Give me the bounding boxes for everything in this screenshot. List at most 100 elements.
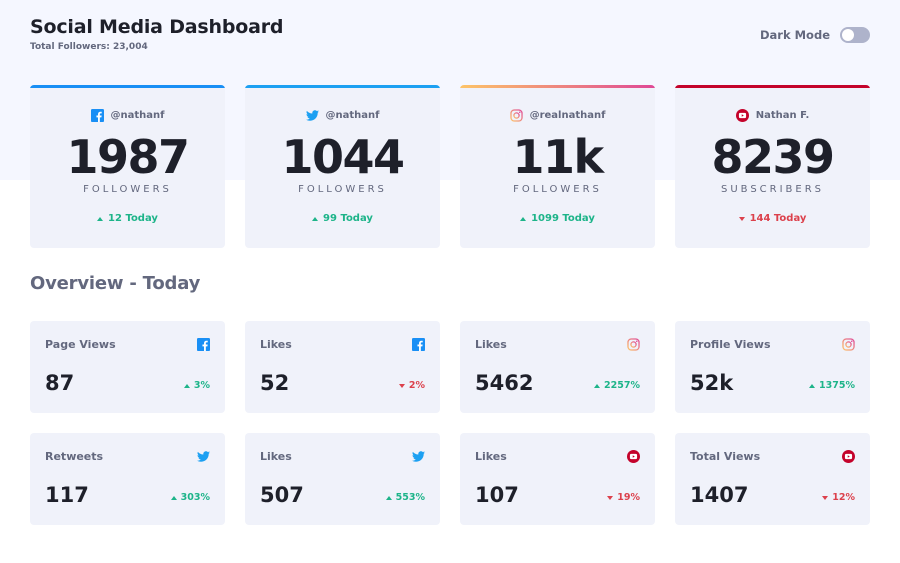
follower-count: 1987 [66,130,190,184]
metric-value: 52k [690,371,734,395]
card-handle: @nathanf [245,108,440,122]
count-unit: FOLLOWERS [513,184,602,195]
metric-change: 3% [183,380,210,391]
card-accent-bar [245,85,440,88]
arrow-up-icon [97,216,104,221]
twitter-icon [412,451,425,462]
today-change: 99 Today [245,213,440,224]
instagram-icon [627,338,640,351]
facebook-icon [412,338,425,351]
handle-text: @nathanf [110,109,165,121]
metric-change-text: 2257% [604,380,640,391]
handle-text: @realnathanf [529,109,606,121]
metric-label: Page Views [45,338,116,351]
twitter-icon [305,109,319,121]
metric-change: 19% [607,492,640,503]
today-change: 12 Today [30,213,225,224]
follower-count: 11k [512,130,604,184]
overview-card[interactable]: Likes 5462 2257% [460,321,655,413]
metric-value: 87 [45,371,75,395]
count-unit: FOLLOWERS [298,184,387,195]
metric-value: 107 [475,483,519,507]
dark-mode-control: Dark Mode [760,27,870,43]
metric-change-text: 553% [395,492,425,503]
metric-change-text: 3% [193,380,210,391]
metric-change-text: 12% [832,492,855,503]
arrow-up-icon [520,216,527,221]
overview-card[interactable]: Retweets 117 303% [30,433,225,525]
metric-value: 507 [260,483,304,507]
page-title: Social Media Dashboard [30,16,284,38]
overview-card[interactable]: Page Views 87 3% [30,321,225,413]
metric-change: 1375% [809,380,855,391]
metric-value: 52 [260,371,290,395]
arrow-up-icon [594,383,601,388]
today-change-text: 144 Today [749,213,807,224]
card-handle: Nathan F. [675,108,870,122]
metric-change-text: 1375% [819,380,855,391]
follower-cards: @nathanf 1987 FOLLOWERS 12 Today @nathan… [30,85,870,248]
subscriber-count: 8239 [711,130,835,184]
facebook-icon [197,338,210,351]
card-instagram[interactable]: @realnathanf 11k FOLLOWERS 1099 Today [460,85,655,248]
handle-text: Nathan F. [755,109,810,121]
toggle-knob [842,29,854,41]
metric-label: Likes [260,338,292,351]
overview-title: Overview - Today [30,273,201,294]
today-change: 1099 Today [460,213,655,224]
metric-value: 5462 [475,371,534,395]
count-unit: FOLLOWERS [83,184,172,195]
count-unit: SUBSCRIBERS [720,184,825,195]
overview-card[interactable]: Total Views 1407 12% [675,433,870,525]
instagram-icon [509,108,523,122]
metric-label: Likes [475,450,507,463]
arrow-up-icon [809,383,816,388]
card-accent-bar [460,85,655,88]
overview-card[interactable]: Likes 52 2% [245,321,440,413]
facebook-icon [90,108,104,122]
card-accent-bar [675,85,870,88]
metric-change: 303% [170,492,210,503]
arrow-down-icon [822,495,829,500]
arrow-down-icon [738,216,745,221]
arrow-up-icon [170,495,177,500]
header: Social Media Dashboard Total Followers: … [30,15,870,65]
total-followers: Total Followers: 23,004 [30,42,148,52]
metric-value: 1407 [690,483,749,507]
dark-mode-label: Dark Mode [759,28,830,42]
youtube-icon [627,450,640,463]
overview-card[interactable]: Profile Views 52k 1375% [675,321,870,413]
dark-mode-toggle[interactable] [840,27,870,43]
metric-label: Likes [475,338,507,351]
overview-card[interactable]: Likes 507 553% [245,433,440,525]
metric-label: Total Views [690,450,761,463]
metric-change-text: 2% [408,380,425,391]
youtube-icon [735,108,749,122]
overview-grid: Page Views 87 3% Likes 52 2% Likes 5462 … [30,321,870,525]
today-change: 144 Today [675,213,870,224]
card-youtube[interactable]: Nathan F. 8239 SUBSCRIBERS 144 Today [675,85,870,248]
today-change-text: 12 Today [108,213,158,224]
metric-label: Retweets [45,450,104,463]
card-accent-bar [30,85,225,88]
today-change-text: 99 Today [323,213,373,224]
card-facebook[interactable]: @nathanf 1987 FOLLOWERS 12 Today [30,85,225,248]
instagram-icon [842,338,855,351]
metric-value: 117 [45,483,89,507]
metric-change: 553% [385,492,425,503]
metric-change: 2257% [594,380,640,391]
metric-change: 12% [822,492,855,503]
arrow-down-icon [398,383,405,388]
arrow-down-icon [607,495,614,500]
card-twitter[interactable]: @nathanf 1044 FOLLOWERS 99 Today [245,85,440,248]
twitter-icon [197,451,210,462]
metric-label: Likes [260,450,292,463]
metric-change-text: 19% [617,492,640,503]
metric-change-text: 303% [180,492,210,503]
follower-count: 1044 [281,130,405,184]
metric-change: 2% [398,380,425,391]
metric-label: Profile Views [690,338,771,351]
overview-card[interactable]: Likes 107 19% [460,433,655,525]
today-change-text: 1099 Today [531,213,595,224]
card-handle: @nathanf [30,108,225,122]
